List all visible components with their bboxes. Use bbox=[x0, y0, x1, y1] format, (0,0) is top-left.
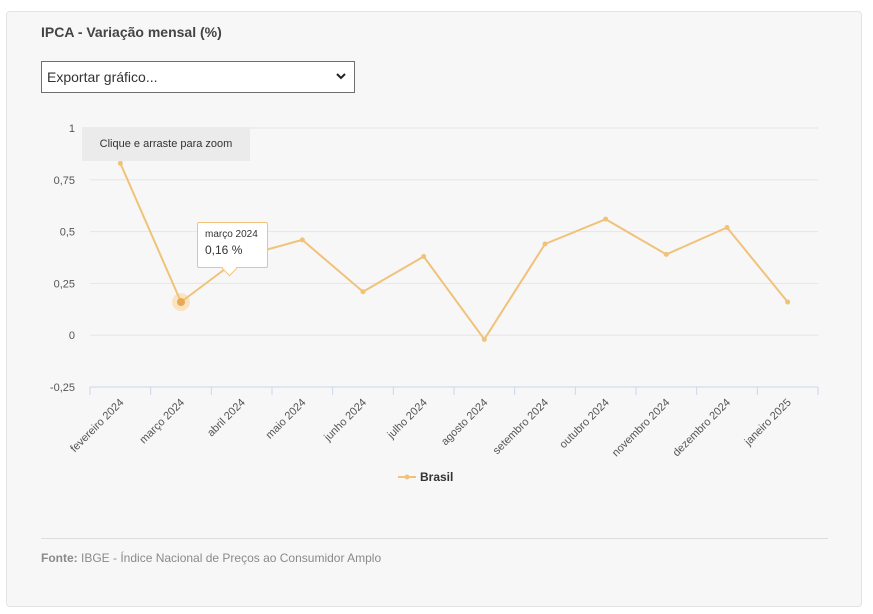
source-label: Fonte: bbox=[41, 551, 78, 565]
legend-label: Brasil bbox=[420, 470, 454, 484]
x-tick-label: maio 2024 bbox=[264, 397, 309, 442]
x-tick-label: julho 2024 bbox=[385, 397, 430, 442]
data-point[interactable] bbox=[663, 251, 669, 257]
data-tooltip: março 2024 0,16 % bbox=[197, 222, 268, 277]
y-tick-label: 0,5 bbox=[60, 227, 75, 239]
x-tick-label: abril 2024 bbox=[205, 397, 248, 440]
data-point[interactable] bbox=[177, 298, 185, 307]
tooltip-value: 0,16 % bbox=[205, 243, 243, 257]
x-tick-label: dezembro 2024 bbox=[671, 397, 734, 460]
data-point[interactable] bbox=[724, 224, 730, 230]
y-tick-label: -0,25 bbox=[50, 382, 75, 394]
source-text: IBGE - Índice Nacional de Preços ao Cons… bbox=[81, 551, 382, 565]
x-tick-label: setembro 2024 bbox=[491, 397, 551, 457]
export-chart-select[interactable]: Exportar gráfico... bbox=[41, 61, 355, 93]
data-point[interactable] bbox=[785, 299, 791, 305]
data-point[interactable] bbox=[481, 336, 487, 342]
tooltip-category: março 2024 bbox=[205, 229, 258, 240]
footer-divider bbox=[41, 538, 828, 539]
y-tick-label: 0 bbox=[69, 330, 75, 342]
data-point[interactable] bbox=[542, 241, 548, 247]
zoom-hint: Clique e arraste para zoom bbox=[82, 127, 250, 161]
data-point[interactable] bbox=[603, 216, 609, 222]
data-point[interactable] bbox=[117, 160, 123, 166]
x-tick-label: outubro 2024 bbox=[557, 397, 611, 451]
x-tick-label: agosto 2024 bbox=[439, 397, 490, 448]
export-select-value: Exportar gráfico... bbox=[47, 69, 158, 85]
y-tick-label: 0,75 bbox=[54, 175, 75, 187]
x-tick-label: janeiro 2025 bbox=[742, 397, 794, 449]
chevron-down-icon bbox=[336, 73, 346, 80]
x-tick-label: fevereiro 2024 bbox=[68, 397, 126, 455]
data-point[interactable] bbox=[360, 289, 366, 295]
legend-line-icon bbox=[398, 474, 416, 480]
legend-item-brasil[interactable]: Brasil bbox=[398, 470, 453, 484]
chart-title: IPCA - Variação mensal (%) bbox=[41, 24, 222, 40]
x-tick-label: novembro 2024 bbox=[610, 397, 673, 460]
source-note: Fonte: IBGE - Índice Nacional de Preços … bbox=[41, 551, 381, 565]
y-tick-label: 0,25 bbox=[54, 278, 75, 290]
x-tick-label: março 2024 bbox=[138, 397, 188, 447]
y-tick-label: 1 bbox=[69, 123, 75, 135]
chart-card: IPCA - Variação mensal (%) Exportar gráf… bbox=[6, 11, 862, 607]
data-point[interactable] bbox=[421, 253, 427, 259]
x-tick-label: junho 2024 bbox=[321, 397, 369, 445]
data-point[interactable] bbox=[299, 237, 305, 243]
